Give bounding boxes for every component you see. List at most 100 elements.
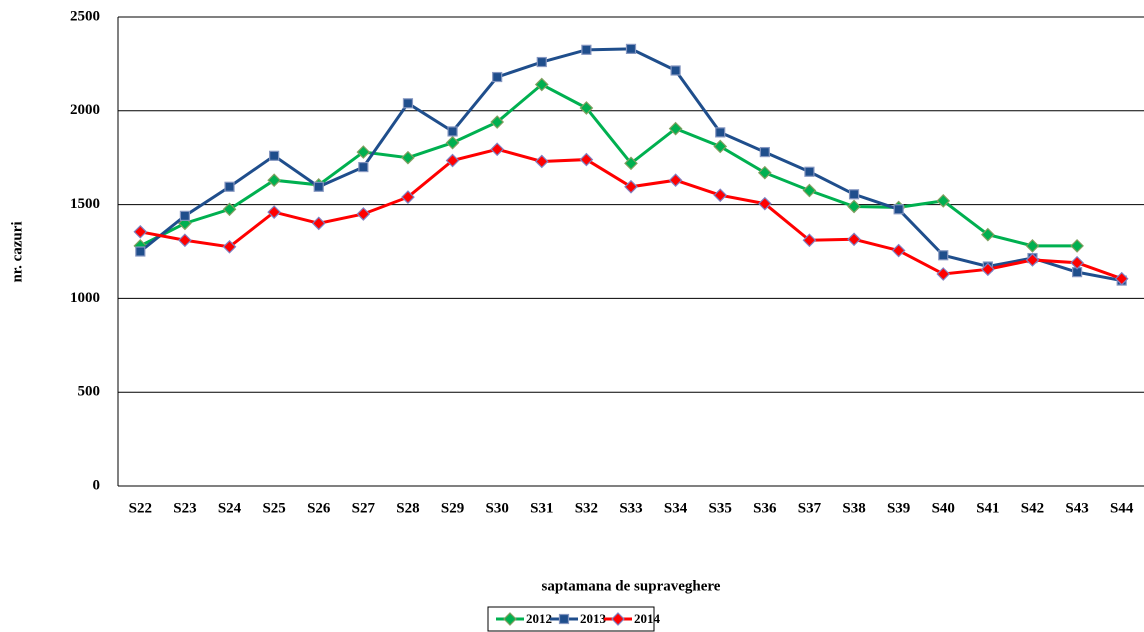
marker: [1114, 271, 1129, 286]
marker: [624, 156, 638, 171]
marker: [802, 233, 817, 248]
x-tick-label: S39: [887, 500, 910, 516]
x-tick-label: S35: [709, 500, 732, 516]
marker: [668, 121, 683, 136]
marker: [135, 246, 146, 257]
marker: [759, 146, 770, 158]
marker: [625, 43, 637, 54]
marker: [757, 196, 772, 211]
x-tick-label: S29: [441, 500, 464, 516]
marker: [269, 150, 280, 161]
y-axis-title: nr. cazuri: [9, 221, 25, 282]
marker: [267, 205, 281, 219]
x-tick-label: S24: [218, 500, 242, 516]
y-tick-label: 500: [78, 384, 101, 400]
marker: [133, 224, 148, 239]
x-axis-title: saptamana de supraveghere: [542, 578, 721, 594]
marker: [713, 188, 728, 203]
marker: [401, 150, 415, 165]
marker: [670, 65, 681, 76]
marker: [267, 173, 281, 188]
y-tick-label: 1500: [70, 196, 100, 212]
x-tick-label: S33: [619, 500, 642, 516]
marker: [445, 135, 460, 150]
marker: [490, 142, 505, 157]
marker: [611, 612, 625, 626]
marker: [891, 243, 906, 258]
marker: [492, 71, 503, 83]
marker: [222, 239, 237, 254]
marker: [802, 183, 817, 198]
x-tick-label: S28: [396, 500, 419, 516]
x-tick-label: S41: [976, 500, 999, 516]
marker: [581, 44, 592, 55]
marker: [222, 202, 237, 217]
marker: [1025, 253, 1040, 267]
marker: [534, 154, 549, 169]
marker: [558, 613, 570, 625]
marker: [624, 179, 638, 194]
y-tick-label: 1000: [70, 290, 100, 306]
x-tick-label: S27: [352, 500, 376, 516]
x-tick-label: S31: [530, 500, 553, 516]
marker: [1070, 255, 1084, 270]
y-tick-label: 2500: [70, 8, 100, 24]
x-tick-label: S38: [842, 500, 865, 516]
marker: [938, 250, 949, 261]
y-tick-label: 0: [93, 477, 101, 493]
legend-label: 2012: [526, 611, 552, 626]
marker: [445, 153, 460, 168]
marker: [936, 193, 951, 208]
marker: [893, 204, 904, 215]
marker: [534, 77, 549, 92]
y-tick-label: 2000: [70, 102, 100, 118]
x-tick-label: S43: [1065, 500, 1088, 516]
marker: [402, 98, 414, 109]
marker: [179, 210, 191, 221]
marker: [848, 189, 860, 200]
x-tick-label: S37: [798, 500, 822, 516]
marker: [715, 127, 726, 138]
marker: [804, 166, 815, 177]
marker: [579, 152, 594, 167]
marker: [1070, 239, 1084, 253]
marker: [401, 190, 415, 204]
marker: [847, 232, 861, 247]
x-tick-label: S25: [262, 500, 285, 516]
marker: [1025, 239, 1040, 253]
marker: [713, 139, 728, 154]
marker: [936, 267, 951, 281]
x-tick-label: S34: [664, 500, 688, 516]
marker: [178, 233, 192, 248]
marker: [311, 216, 326, 231]
marker: [356, 145, 371, 159]
marker: [981, 262, 995, 277]
marker: [847, 199, 861, 214]
legend-label: 2013: [580, 611, 607, 626]
x-tick-label: S22: [129, 500, 152, 516]
x-tick-label: S40: [932, 500, 955, 516]
marker: [490, 115, 505, 129]
series-line: [139, 82, 1078, 248]
marker: [358, 161, 369, 173]
marker: [536, 56, 547, 68]
x-tick-label: S42: [1021, 500, 1044, 516]
legend: 2012 2013 2014: [487, 606, 661, 632]
x-tick-label: S26: [307, 500, 331, 516]
x-tick-label: S30: [486, 500, 509, 516]
x-tick-label: S23: [173, 500, 196, 516]
x-tick-label: S32: [575, 500, 598, 516]
marker: [757, 165, 772, 180]
marker: [224, 181, 235, 192]
legend-label: 2014: [634, 611, 661, 626]
marker: [447, 126, 458, 137]
x-tick-label: S36: [753, 500, 777, 516]
marker: [579, 101, 594, 115]
marker: [356, 207, 371, 221]
marker: [503, 612, 517, 626]
marker: [668, 173, 683, 188]
marker: [981, 227, 995, 242]
x-tick-label: S44: [1110, 500, 1134, 516]
marker: [313, 181, 324, 192]
